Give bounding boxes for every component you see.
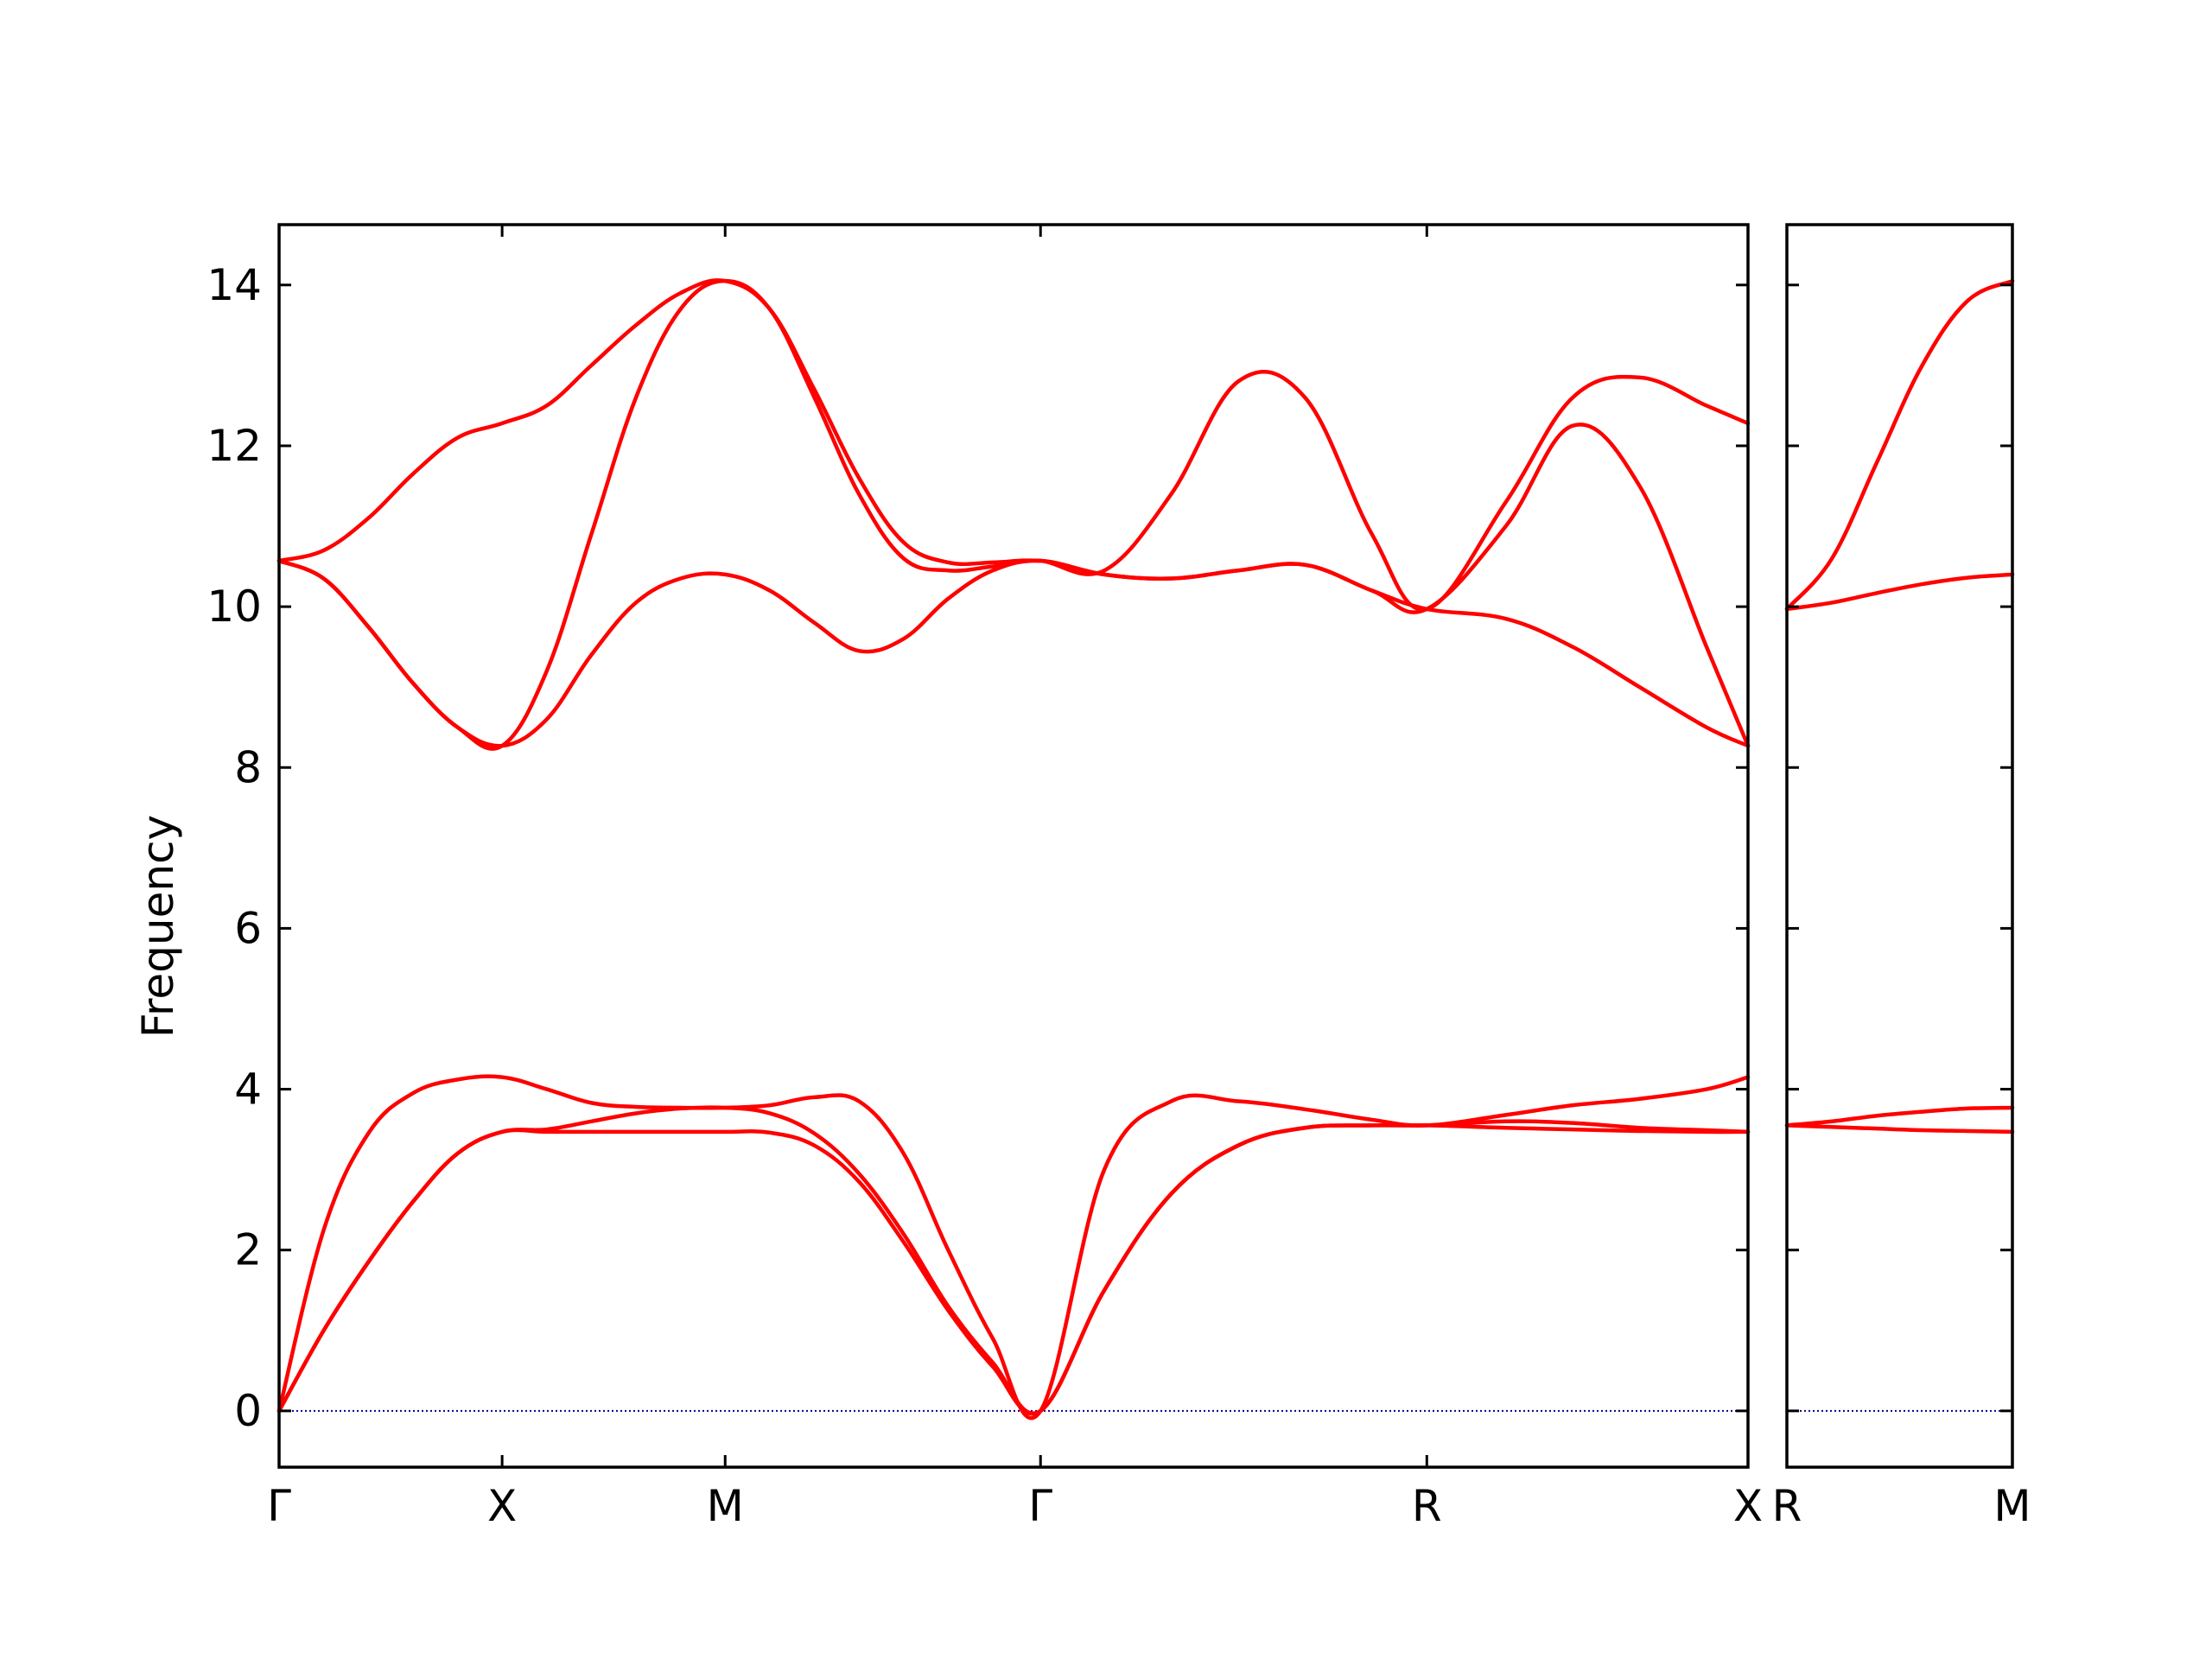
x-tick-label: M — [707, 1481, 744, 1531]
x-tick-label: M — [1993, 1481, 2031, 1531]
y-tick-label: 6 — [234, 903, 262, 953]
x-tick-label: Γ — [1028, 1481, 1052, 1531]
x-tick-label: R — [1772, 1481, 1802, 1531]
band-line-4 — [276, 558, 1751, 748]
x-tick-label: R — [1412, 1481, 1442, 1531]
x-tick-label: X — [1733, 1481, 1763, 1531]
y-tick-label: 8 — [234, 742, 262, 792]
band-line-5 — [276, 278, 1751, 751]
band-line-3 — [1784, 572, 2015, 612]
y-tick-label: 10 — [207, 582, 262, 632]
y-axis-label: Frequency — [133, 815, 183, 1038]
band-line-3 — [276, 1074, 1751, 1421]
band-line-1 — [1784, 1123, 2015, 1135]
axes-frame — [1785, 223, 2014, 1469]
x-tick-label: X — [487, 1481, 517, 1531]
y-tick-label: 0 — [234, 1386, 262, 1436]
band-line-6 — [276, 278, 1751, 612]
axes-frame — [277, 223, 1750, 1469]
y-tick-label: 12 — [207, 421, 262, 471]
band-line-2 — [1784, 1105, 2015, 1128]
panel-1: 0 2 4 6 8 10 12 14 Γ X M Γ R X — [207, 223, 1763, 1531]
x-tick-label: Γ — [267, 1481, 291, 1531]
y-tick-label: 14 — [207, 260, 262, 310]
y-tick-label: 2 — [234, 1225, 262, 1275]
y-tick-label: 4 — [234, 1065, 262, 1115]
band-line-4 — [1784, 278, 2015, 612]
